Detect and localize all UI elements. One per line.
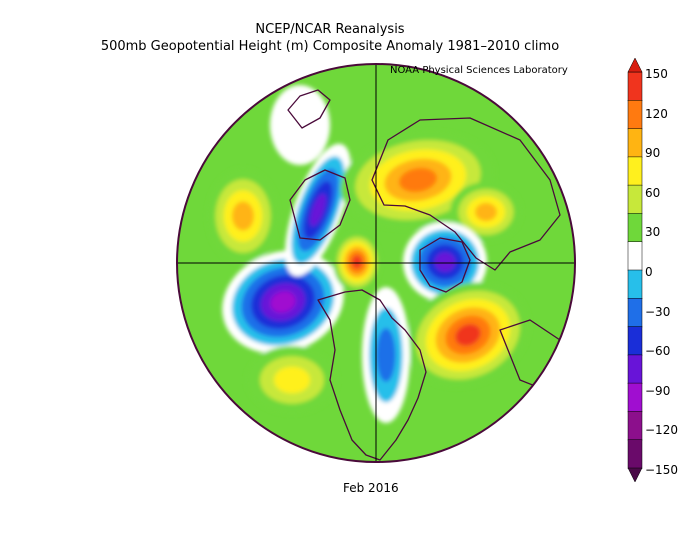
atlantic-high-level-5: [455, 324, 481, 346]
colorbar-swatch-8: [627, 298, 643, 328]
coastline-2: [371, 117, 561, 271]
arctic-high-level-5: [352, 255, 362, 269]
colorbar-swatch-9: [627, 326, 643, 356]
coastlines: [287, 89, 573, 461]
colorbar-bottom-arrow: [627, 467, 643, 483]
west-pacific-low-level-5: [270, 291, 296, 313]
colorbar-swatch-1: [627, 100, 643, 130]
western-na-high-level-2: [273, 366, 311, 394]
siberia-high-level-4: [399, 167, 437, 193]
colorbar-tick-label: 60: [645, 185, 661, 200]
colorbar-swatch-0: [627, 71, 643, 102]
pacific-high-level-3: [232, 201, 254, 231]
colorbar-swatch-4: [627, 184, 643, 215]
greenland-low-level-4: [434, 252, 456, 272]
colorbar-tick-label: 90: [645, 146, 661, 161]
credit-label: NOAA Physical Sciences Laboratory: [390, 65, 568, 76]
colorbar-tick-label: −150: [645, 463, 678, 477]
map-boundary-circle: [176, 63, 576, 463]
colorbar-tick-label: 0: [645, 265, 653, 279]
colorbar-swatch-12: [627, 411, 643, 441]
colorbar-swatch-11: [627, 382, 643, 413]
colorbar-swatch-13: [627, 439, 643, 469]
colorbar-tick-label: −120: [645, 423, 678, 438]
colorbar-tick-label: −90: [645, 383, 671, 398]
colorbar-tick-label: −60: [645, 344, 671, 359]
coastline-1: [419, 237, 471, 293]
coastline-4: [287, 89, 331, 129]
colorbar-swatch-5: [627, 213, 643, 243]
alaska-low-level-4: [309, 193, 327, 227]
colorbar-swatch-6: [627, 241, 643, 271]
colorbar-swatch-7: [627, 269, 643, 300]
colorbar-tick-label: −30: [645, 304, 671, 319]
coastline-3: [289, 169, 351, 241]
figure-title: NCEP/NCAR Reanalysis: [255, 22, 405, 37]
colorbar-swatch-2: [627, 128, 643, 158]
colorbar-tick-label: 150: [645, 67, 668, 81]
colorbar: [627, 57, 643, 483]
colorbar-top-arrow: [627, 57, 643, 73]
date-caption: Feb 2016: [343, 481, 399, 495]
eurasia-high-level-3: [475, 202, 497, 222]
colorbar-tick-label: 120: [645, 106, 668, 121]
colorbar-swatch-10: [627, 354, 643, 384]
colorbar-tick-label: 30: [645, 225, 661, 240]
colorbar-swatch-3: [627, 156, 643, 186]
eastern-na-low-level-2: [376, 328, 396, 382]
coastline-0: [317, 289, 427, 461]
anomaly-field: [177, 64, 575, 462]
figure-subtitle: 500mb Geopotential Height (m) Composite …: [100, 39, 560, 54]
